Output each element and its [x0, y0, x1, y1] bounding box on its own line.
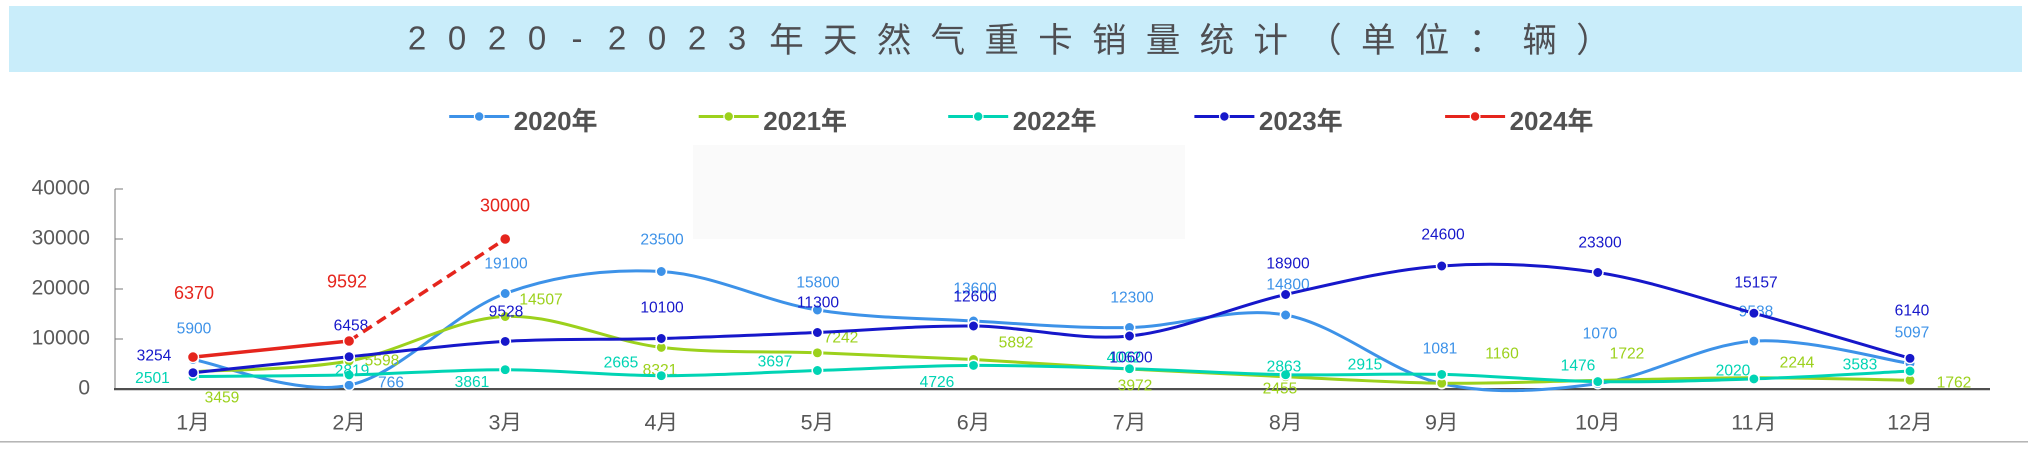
svg-text:4: 4	[645, 411, 657, 435]
svg-text:6458: 6458	[334, 318, 369, 335]
svg-text:12: 12	[1887, 411, 1911, 435]
svg-text:2023: 2023	[1259, 106, 1317, 136]
svg-text:10600: 10600	[1109, 350, 1153, 367]
svg-text:3972: 3972	[1118, 378, 1153, 395]
svg-text:2024: 2024	[1510, 106, 1568, 136]
svg-text:2: 2	[488, 20, 506, 57]
svg-text:6: 6	[957, 411, 969, 435]
svg-text:20000: 20000	[32, 277, 90, 300]
svg-text:12600: 12600	[953, 289, 997, 306]
svg-text:2020: 2020	[514, 106, 572, 136]
svg-text:24600: 24600	[1421, 227, 1465, 244]
svg-text:19100: 19100	[484, 256, 528, 273]
svg-text:40000: 40000	[32, 177, 90, 200]
svg-text:4062: 4062	[1107, 350, 1142, 367]
svg-text:30000: 30000	[480, 196, 530, 216]
svg-text:3459: 3459	[205, 390, 240, 407]
svg-text:2501: 2501	[135, 370, 170, 387]
svg-text:10: 10	[1575, 411, 1599, 435]
svg-text:14507: 14507	[519, 292, 562, 309]
svg-text:3583: 3583	[1843, 357, 1878, 374]
svg-text:6140: 6140	[1895, 303, 1930, 320]
svg-text:2: 2	[408, 20, 426, 57]
svg-text:2819: 2819	[335, 363, 370, 380]
svg-text:2244: 2244	[1780, 355, 1815, 372]
svg-text:2863: 2863	[1267, 359, 1302, 376]
svg-text:1476: 1476	[1561, 358, 1596, 375]
svg-text:9: 9	[1425, 411, 1437, 435]
svg-text:11: 11	[1731, 411, 1753, 435]
svg-text:23300: 23300	[1578, 235, 1622, 252]
svg-text:12300: 12300	[1110, 290, 1154, 307]
svg-text:5892: 5892	[999, 335, 1034, 352]
svg-text:23500: 23500	[640, 232, 684, 249]
svg-text:6370: 6370	[174, 283, 214, 303]
svg-text:0: 0	[528, 20, 546, 57]
svg-text:2665: 2665	[604, 355, 639, 372]
svg-text:15800: 15800	[796, 275, 840, 292]
svg-text:9528: 9528	[489, 304, 524, 321]
svg-text:766: 766	[378, 375, 404, 392]
svg-text:2915: 2915	[1348, 357, 1383, 374]
svg-text:0: 0	[448, 20, 466, 57]
svg-text:4726: 4726	[920, 374, 955, 391]
svg-text:3: 3	[489, 411, 501, 435]
svg-text:7242: 7242	[824, 330, 859, 347]
svg-text:0: 0	[648, 20, 666, 57]
svg-text:10000: 10000	[32, 327, 90, 350]
svg-text:1081: 1081	[1423, 341, 1458, 358]
svg-text:7: 7	[1113, 411, 1125, 435]
svg-text:13600: 13600	[953, 281, 997, 298]
svg-text:11300: 11300	[797, 295, 840, 312]
svg-text:2: 2	[332, 411, 344, 435]
svg-text:14800: 14800	[1266, 277, 1310, 294]
svg-text:1160: 1160	[1485, 346, 1519, 363]
svg-text:15157: 15157	[1734, 275, 1777, 292]
svg-text:2022: 2022	[1013, 106, 1071, 136]
svg-text:2020: 2020	[1716, 363, 1751, 380]
svg-text:30000: 30000	[32, 227, 90, 250]
svg-text:18900: 18900	[1266, 256, 1310, 273]
svg-text:1: 1	[176, 411, 188, 435]
svg-text:8: 8	[1269, 411, 1281, 435]
svg-text:2455: 2455	[1263, 381, 1298, 398]
svg-text:2: 2	[608, 20, 626, 57]
svg-text:10100: 10100	[640, 300, 684, 317]
svg-text:-: -	[572, 20, 583, 57]
svg-text:2021: 2021	[763, 106, 821, 136]
svg-text:1722: 1722	[1610, 346, 1645, 363]
svg-text:5: 5	[801, 411, 813, 435]
svg-text:3: 3	[728, 20, 746, 57]
svg-text:9592: 9592	[327, 272, 367, 292]
svg-text:1070: 1070	[1583, 326, 1618, 343]
svg-text:3861: 3861	[455, 374, 490, 391]
svg-text:2: 2	[688, 20, 706, 57]
svg-text:0: 0	[78, 377, 90, 400]
svg-text:3254: 3254	[137, 348, 172, 365]
svg-text:3697: 3697	[758, 354, 793, 371]
svg-text:1762: 1762	[1937, 375, 1972, 392]
svg-text:5097: 5097	[1895, 325, 1930, 342]
svg-text:5598: 5598	[365, 353, 400, 370]
svg-text:5900: 5900	[177, 321, 212, 338]
